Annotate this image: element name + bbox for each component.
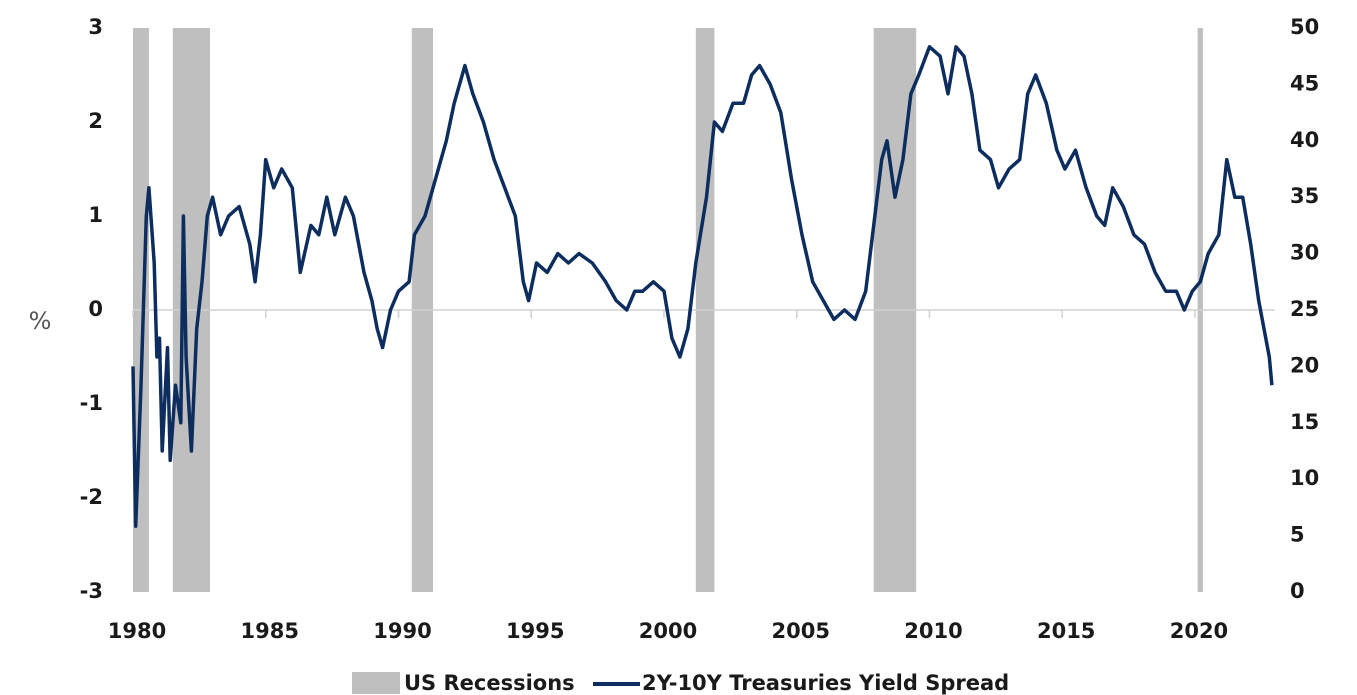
y-tick-label: 3 xyxy=(88,15,103,39)
x-tick-label: 2000 xyxy=(639,619,697,643)
x-tick-label: 2010 xyxy=(904,619,962,643)
y-tick-label: 1 xyxy=(88,203,103,227)
y-tick-label: -3 xyxy=(80,579,103,603)
y-tick-label: 2 xyxy=(88,109,103,133)
y2-tick-label: 25 xyxy=(1290,297,1319,321)
line-series xyxy=(131,45,1274,528)
y2-tick-label: 0 xyxy=(1290,579,1305,603)
legend-label: 2Y-10Y Treasuries Yield Spread xyxy=(642,671,1009,695)
y2-tick-label: 35 xyxy=(1290,184,1319,208)
y-tick-label: -2 xyxy=(80,485,103,509)
x-tick-label: 1990 xyxy=(373,619,431,643)
y2-tick-label: 45 xyxy=(1290,71,1319,95)
y2-tick-label: 10 xyxy=(1290,466,1319,490)
x-tick-label: 2020 xyxy=(1170,619,1228,643)
y-tick-label: -1 xyxy=(80,391,103,415)
x-tick-label: 1980 xyxy=(108,619,166,643)
x-tick-label: 1995 xyxy=(506,619,564,643)
y2-tick-label: 5 xyxy=(1290,523,1305,547)
x-tick-label: 1985 xyxy=(241,619,299,643)
y-axis-label: % xyxy=(29,307,52,335)
legend-swatch xyxy=(352,672,400,694)
y2-tick-label: 40 xyxy=(1290,128,1319,152)
y2-tick-label: 30 xyxy=(1290,241,1319,265)
y2-tick-label: 20 xyxy=(1290,353,1319,377)
x-tick-label: 2015 xyxy=(1037,619,1095,643)
x-tick-label: 2005 xyxy=(771,619,829,643)
y2-tick-label: 50 xyxy=(1290,15,1319,39)
legend-label: US Recessions xyxy=(404,671,575,695)
y-tick-label: 0 xyxy=(88,297,103,321)
y2-tick-label: 15 xyxy=(1290,410,1319,434)
